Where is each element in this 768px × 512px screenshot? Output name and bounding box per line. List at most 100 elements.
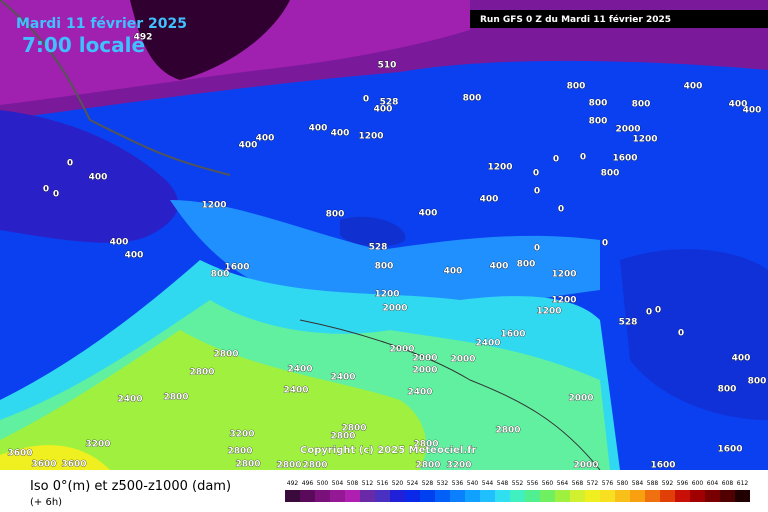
scale-label: 564 [557,480,569,487]
contour-label: 400 [490,262,509,272]
footer-step: (+ 6h) [30,497,62,508]
scale-label: 608 [722,480,734,487]
scale-swatch [495,490,510,502]
scale-swatch [315,490,330,502]
scale-label: 532 [437,480,449,487]
scale-label: 548 [497,480,509,487]
scale-swatch [345,490,360,502]
scale-label: 540 [467,480,479,487]
contour-label: 1600 [612,154,637,164]
scale-label: 492 [287,480,299,487]
contour-label: 2800 [413,440,438,450]
scale-label: 536 [452,480,464,487]
contour-label: 400 [110,238,129,248]
scale-label: 500 [317,480,329,487]
scale-label: 600 [692,480,704,487]
scale-label: 544 [482,480,494,487]
scale-swatch [630,490,645,502]
contour-label: 400 [729,100,748,110]
contour-label: 2000 [450,355,475,365]
scale-label: 520 [392,480,404,487]
contour-label: 400 [444,267,463,277]
scale-label: 612 [737,480,749,487]
contour-label: 400 [256,134,275,144]
scale-swatch [600,490,615,502]
contour-label: 0 [678,329,684,339]
contour-label: 800 [748,377,767,387]
scale-swatch [405,490,420,502]
contour-label: 2800 [227,447,252,457]
copyright: Copyright (c) 2025 Meteociel.fr [300,445,477,456]
scale-label: 528 [422,480,434,487]
scale-swatch [390,490,405,502]
contour-label: 0 [646,308,652,318]
contour-label: 2800 [276,461,301,471]
contour-label: 2800 [213,350,238,360]
scale-swatch [540,490,555,502]
contour-label: 528 [380,98,399,108]
contour-label: 0 [602,239,608,249]
contour-label: 0 [53,190,59,200]
scale-swatch [525,490,540,502]
scale-swatch [735,490,750,502]
contour-label: 528 [619,318,638,328]
scale-swatch [330,490,345,502]
scale-label: 552 [512,480,524,487]
scale-label: 576 [602,480,614,487]
contour-label: 400 [684,82,703,92]
date-title: Mardi 11 février 2025 [16,16,187,32]
scale-label: 568 [572,480,584,487]
contour-label: 0 [655,306,661,316]
scale-swatch [360,490,375,502]
scale-swatch [555,490,570,502]
contour-label: 400 [125,251,144,261]
scale-swatch [375,490,390,502]
contour-label: 400 [480,195,499,205]
contour-label: 2000 [568,394,593,404]
contour-label: 1200 [487,163,512,173]
scale-swatch [615,490,630,502]
contour-label: 1200 [536,307,561,317]
contour-label: 2800 [189,368,214,378]
contour-label: 3600 [7,449,32,459]
scale-swatch [570,490,585,502]
contour-label: 400 [309,124,328,134]
scale-swatch [420,490,435,502]
contour-label: 2000 [615,125,640,135]
contour-label: 800 [589,117,608,127]
contour-label: 800 [718,385,737,395]
contour-label: 400 [743,106,762,116]
contour-label: 0 [534,244,540,254]
contour-label: 492 [134,33,153,43]
contour-label: 400 [419,209,438,219]
scale-swatch [285,490,300,502]
scale-swatch [690,490,705,502]
contour-label: 528 [369,243,388,253]
contour-label: 800 [375,262,394,272]
scale-label: 556 [527,480,539,487]
contour-label: 3600 [31,460,56,470]
scale-label: 580 [617,480,629,487]
contour-label: 800 [632,100,651,110]
scale-swatch [300,490,315,502]
contour-label: 400 [89,173,108,183]
contour-label: 1200 [551,270,576,280]
contour-label: 2800 [341,424,366,434]
scale-label: 584 [632,480,644,487]
scale-label: 504 [332,480,344,487]
contour-label: 2400 [407,388,432,398]
contour-label: 400 [732,354,751,364]
contour-label: 0 [580,153,586,163]
contour-label: 510 [378,61,397,71]
scale-label: 592 [662,480,674,487]
contour-label: 2000 [412,354,437,364]
run-banner [470,10,768,28]
scale-label: 596 [677,480,689,487]
contour-label: 2400 [117,395,142,405]
scale-swatch [510,490,525,502]
contour-label: 0 [43,185,49,195]
contour-label: 1200 [632,135,657,145]
contour-label: 1600 [224,263,249,273]
contour-label: 2000 [412,366,437,376]
